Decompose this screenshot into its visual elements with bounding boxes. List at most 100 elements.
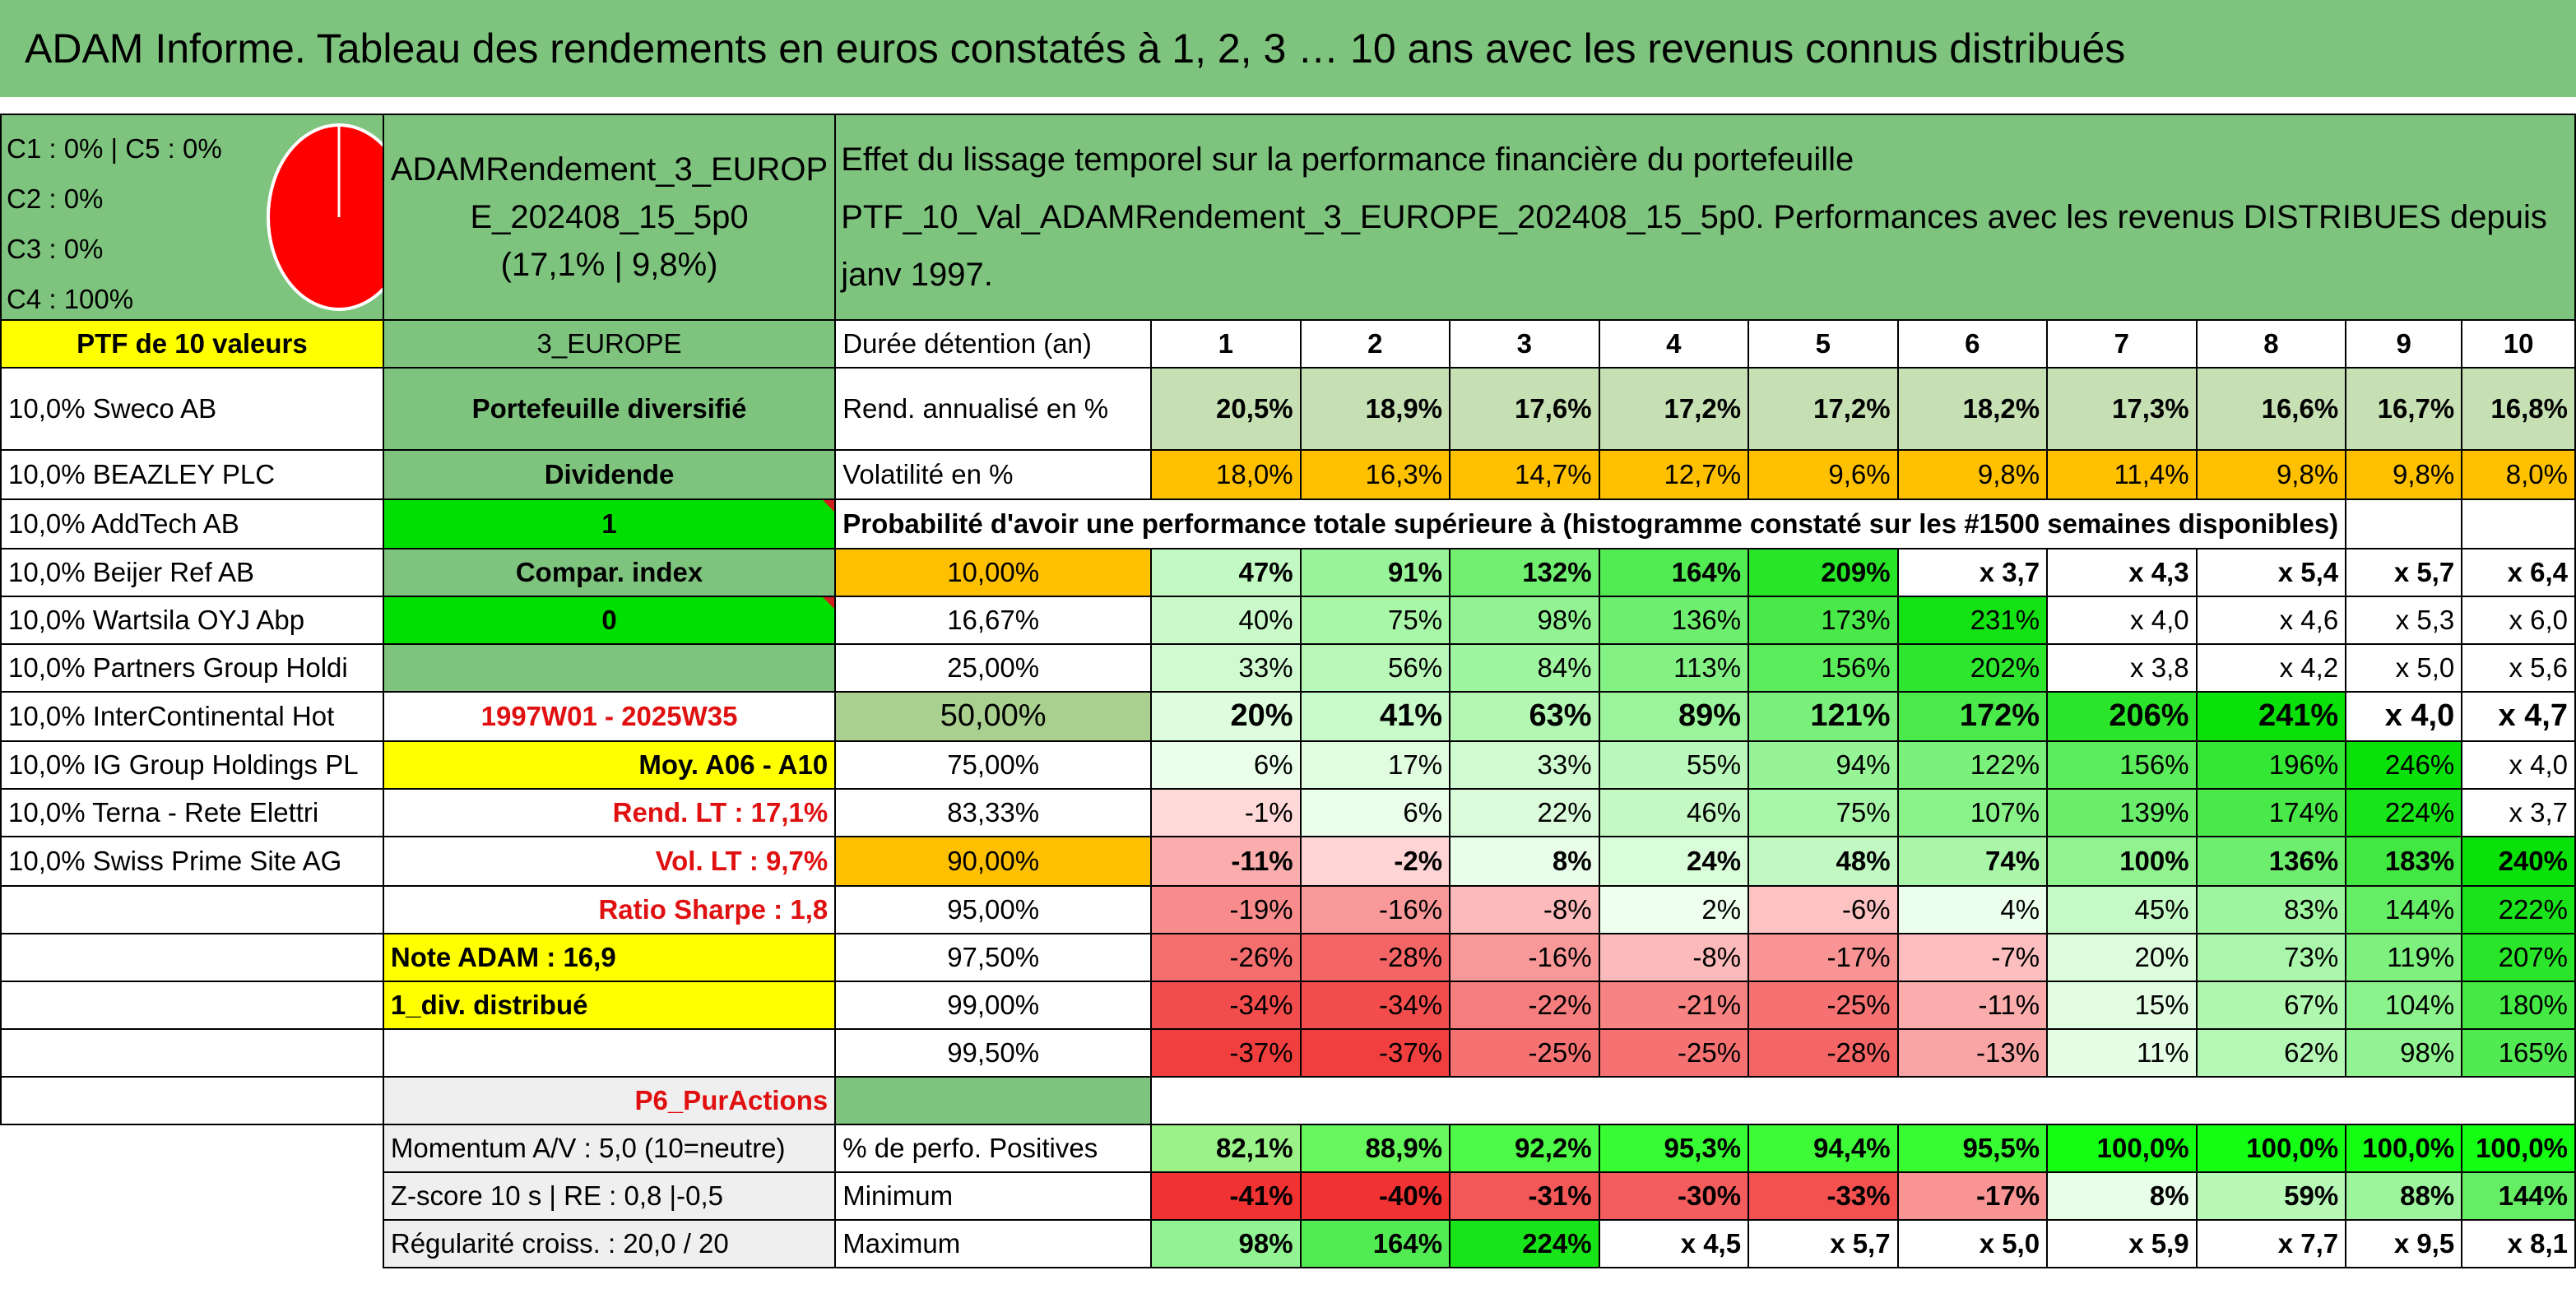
perf-value: -28%: [1299, 933, 1451, 982]
portfolio-name-line: E_202408_15_5p0: [470, 199, 749, 235]
perf-value: 98%: [2345, 1028, 2463, 1078]
holding-item: 10,0% Wartsila OYJ Abp: [0, 596, 384, 645]
div-label: 1_div. distribué: [382, 981, 837, 1030]
vol-value: 9,6%: [1748, 449, 1899, 500]
empty-cell: [1150, 1076, 2576, 1125]
perf-value: 119%: [2345, 933, 2463, 982]
perf-value: x 3,8: [2046, 643, 2198, 693]
empty-cell: [1, 1172, 383, 1220]
empty-cell: [0, 1028, 384, 1078]
perf-value: 122%: [1896, 740, 2049, 790]
prob-row: 10,0% Terna - Rete Elettri Rend. LT : 17,…: [0, 788, 2576, 837]
perf-value: -16%: [1449, 933, 1600, 982]
perf-value: -22%: [1449, 981, 1600, 1030]
perf-value: 33%: [1449, 740, 1600, 790]
prob-row: 99,50% -37% -37% -25% -25% -28% -13% 11% 62% 98% 1…: [0, 1028, 2576, 1078]
perf-value: 139%: [2046, 788, 2198, 837]
positive-value: 95,3%: [1598, 1124, 1750, 1173]
prob-row: 10,0% Wartsila OYJ Abp 0 16,67% 40% 75% 98% 13…: [0, 596, 2576, 645]
ptf-header: PTF de 10 valeurs: [0, 319, 384, 369]
min-row: Z-score 10 s | RE : 0,8 |-0,5 Minimum -41%…: [1, 1171, 2576, 1221]
portfolio-name: ADAMRendement_3_EUROP E_202408_15_5p0 (1…: [382, 114, 837, 321]
rend-lt-label: Rend. LT : 17,1%: [382, 788, 837, 837]
perf-value: 156%: [2046, 740, 2198, 790]
perf-value: -19%: [1150, 885, 1302, 934]
year-header: 6: [1896, 319, 2049, 369]
empty-cell: [2345, 498, 2463, 549]
positive-value: 95,5%: [1896, 1124, 2049, 1173]
perf-value: 100%: [2046, 836, 2198, 887]
perf-value: 22%: [1449, 788, 1600, 837]
momentum-label: Momentum A/V : 5,0 (10=neutre): [382, 1124, 837, 1173]
positive-value: 100,0%: [2046, 1124, 2198, 1173]
perf-value: 67%: [2195, 981, 2347, 1030]
prob-label-row: 10,0% AddTech AB 1 Probabilité d'avoir une…: [0, 498, 2576, 549]
perf-value: 62%: [2195, 1028, 2347, 1078]
rend-value: 17,6%: [1449, 367, 1600, 451]
period-label: 1997W01 - 2025W35: [382, 691, 837, 742]
probability-value: 10,00%: [834, 548, 1153, 597]
perf-value: -34%: [1150, 981, 1302, 1030]
perf-value: x 4,0: [2461, 740, 2576, 790]
prob-row: Ratio Sharpe : 1,8 95,00% -19% -16% -8% 2% -6%…: [0, 885, 2576, 934]
perf-value: -11%: [1150, 836, 1302, 887]
max-label: Maximum: [834, 1219, 1153, 1268]
perf-value: 165%: [2461, 1028, 2576, 1078]
min-value: -30%: [1598, 1171, 1750, 1221]
perf-value: 2%: [1598, 885, 1750, 934]
positive-value: 94,4%: [1748, 1124, 1899, 1173]
perf-value: 207%: [2461, 933, 2576, 982]
perf-value: 17%: [1299, 740, 1451, 790]
empty-cell: [0, 1076, 384, 1125]
perf-value: 136%: [2195, 836, 2347, 887]
rend-value: 16,8%: [2461, 367, 2576, 451]
min-value: 144%: [2461, 1171, 2576, 1221]
portfolio-name-line: ADAMRendement_3_EUROP: [390, 151, 828, 188]
perf-value: 4%: [1896, 885, 2049, 934]
positive-value: 100,0%: [2345, 1124, 2463, 1173]
min-value: -17%: [1896, 1171, 2049, 1221]
perf-value: 209%: [1748, 548, 1899, 597]
probability-value: 95,00%: [834, 885, 1153, 934]
perf-value: 47%: [1150, 548, 1302, 597]
perf-value: x 6,4: [2461, 548, 2576, 597]
perf-value: 56%: [1299, 643, 1451, 693]
prob-row: 10,0% Partners Group Holdi 25,00% 33% 56% 84…: [0, 643, 2576, 693]
perf-value: -17%: [1748, 933, 1899, 982]
rend-value: 16,7%: [2345, 367, 2463, 451]
vol-value: 12,7%: [1598, 449, 1750, 500]
vol-label: Volatilité en %: [834, 449, 1153, 500]
probability-value: 97,50%: [834, 933, 1153, 982]
holding-item: 10,0% Terna - Rete Elettri: [0, 788, 384, 837]
perf-value: x 5,7: [2345, 548, 2463, 597]
perf-value: 83%: [2195, 885, 2347, 934]
empty-cell: [0, 981, 384, 1030]
perf-value: 246%: [2345, 740, 2463, 790]
perf-value: -34%: [1299, 981, 1451, 1030]
max-value: x 4,5: [1598, 1219, 1750, 1268]
max-value: 98%: [1150, 1219, 1302, 1268]
duration-label: Durée détention (an): [834, 319, 1153, 369]
composition-pie-chart: [267, 123, 382, 311]
perf-value: x 4,6: [2195, 596, 2347, 645]
empty-cell: [0, 885, 384, 934]
perf-value: 91%: [1299, 548, 1451, 597]
rend-value: 17,2%: [1748, 367, 1899, 451]
probability-value: 83,33%: [834, 788, 1153, 837]
holding-item: 10,0% Partners Group Holdi: [0, 643, 384, 693]
year-header: 10: [2461, 319, 2576, 369]
max-value: x 7,7: [2195, 1219, 2347, 1268]
year-header: 8: [2195, 319, 2347, 369]
perf-value: 20%: [1150, 691, 1302, 742]
max-value: x 5,7: [1748, 1219, 1899, 1268]
perf-value: 15%: [2046, 981, 2198, 1030]
vol-lt-label: Vol. LT : 9,7%: [382, 836, 837, 887]
year-header: 7: [2046, 319, 2198, 369]
year-header: 4: [1598, 319, 1750, 369]
perf-value: 46%: [1598, 788, 1750, 837]
empty-cell: [2461, 498, 2576, 549]
min-value: -41%: [1150, 1171, 1302, 1221]
indicator-one: 1: [382, 498, 837, 549]
prob-row: 10,0% InterContinental Hot 1997W01 - 2025…: [0, 691, 2576, 742]
description: Effet du lissage temporel sur la perform…: [834, 114, 2576, 321]
